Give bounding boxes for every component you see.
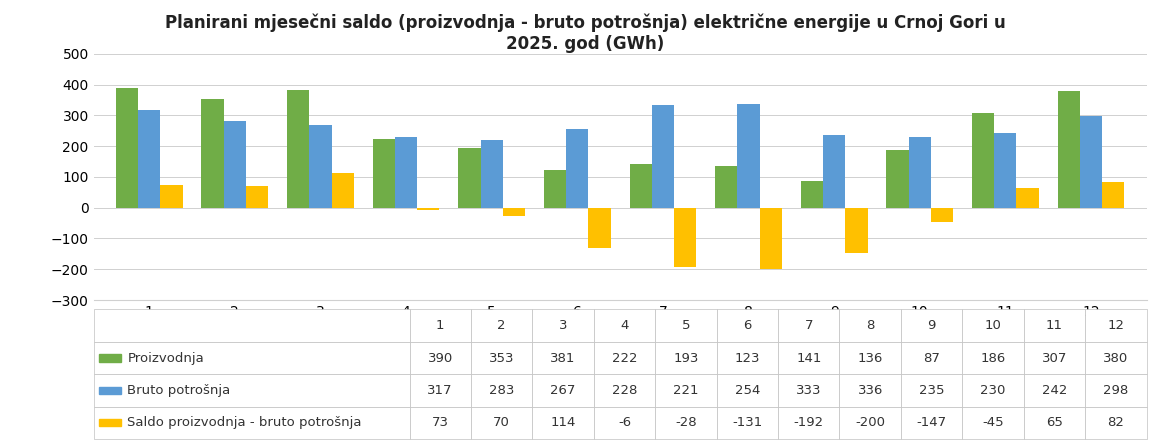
Bar [909,137,931,208]
Bar [116,88,138,208]
Bar [395,138,418,208]
Bar [972,113,994,208]
Bar [160,185,183,208]
Bar [1102,182,1124,208]
Bar [223,121,246,208]
Bar [544,170,566,208]
Bar [481,140,503,208]
Bar [246,186,268,208]
Text: Saldo proizvodnja - bruto potrošnja: Saldo proizvodnja - bruto potrošnja [128,416,362,429]
Bar [737,104,759,208]
Bar [373,139,395,208]
Bar [201,99,223,208]
Bar [629,164,652,208]
Bar [503,208,525,216]
Bar [1017,188,1039,208]
Text: Planirani mjesečni saldo (proizvodnja - bruto potrošnja) električne energije u C: Planirani mjesečni saldo (proizvodnja - … [165,13,1005,53]
Bar [715,166,737,208]
Bar [98,419,121,426]
Bar [459,148,481,208]
Bar [1058,90,1080,208]
Text: Proizvodnja: Proizvodnja [128,352,204,365]
Bar [759,208,782,269]
Bar [331,172,353,208]
Bar [287,90,309,208]
Bar [800,181,823,208]
Bar [994,133,1017,208]
Bar [98,354,121,362]
Bar [652,105,674,208]
Bar [589,208,611,248]
Bar [98,387,121,394]
Bar [823,135,845,208]
Bar [887,151,909,208]
Bar [845,208,867,253]
Bar [931,208,954,221]
Bar [309,125,331,208]
Bar [674,208,696,267]
Text: Bruto potrošnja: Bruto potrošnja [128,384,230,397]
Bar [418,208,440,210]
Bar [138,110,160,208]
Bar [1080,116,1102,208]
Bar [566,129,589,208]
